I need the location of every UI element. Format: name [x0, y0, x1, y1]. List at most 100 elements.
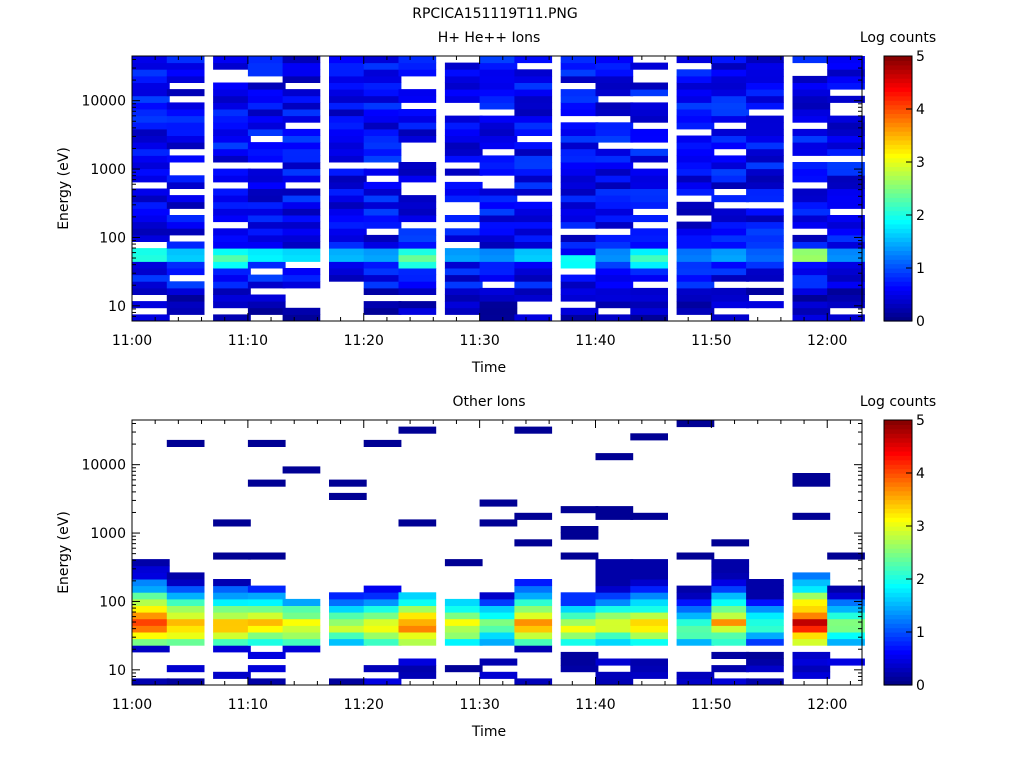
colorbar-swatch	[884, 587, 912, 593]
heatmap-cell	[479, 307, 518, 315]
heatmap-cell	[213, 294, 251, 302]
heatmap-cell	[363, 585, 402, 593]
heatmap-cell	[132, 122, 170, 130]
heatmap-cell	[444, 665, 483, 673]
heatmap-cell	[827, 625, 865, 633]
heatmap-cell	[560, 241, 599, 249]
heatmap-cell	[247, 128, 286, 136]
heatmap-cell	[595, 241, 634, 249]
heatmap-cell	[711, 75, 750, 83]
heatmap-cell	[166, 254, 205, 262]
heatmap-cell	[514, 254, 553, 262]
heatmap-cell	[479, 234, 518, 242]
heatmap-cell	[398, 115, 437, 123]
heatmap-cell	[676, 234, 715, 242]
heatmap-cell	[676, 221, 715, 229]
heatmap-cell	[514, 605, 553, 613]
heatmap-cell	[132, 215, 170, 223]
heatmap-cell	[792, 598, 831, 606]
heatmap-cell	[282, 195, 321, 203]
colorbar-swatch	[884, 290, 912, 296]
heatmap-cell	[560, 526, 599, 534]
heatmap-cell	[560, 532, 599, 540]
x-axis-label: Time	[471, 724, 506, 740]
heatmap-cell	[746, 162, 784, 170]
heatmap-cell	[792, 287, 831, 295]
heatmap-cell	[711, 678, 750, 686]
heatmap-cell	[595, 181, 634, 189]
heatmap-cell	[166, 175, 205, 183]
heatmap-cell	[213, 592, 251, 600]
heatmap-cell	[479, 142, 518, 150]
colorbar-swatch	[884, 113, 912, 119]
heatmap-cell	[282, 175, 321, 183]
heatmap-cell	[132, 638, 170, 646]
heatmap-cell	[792, 585, 831, 593]
colorbar-swatch	[884, 662, 912, 668]
heatmap-cell	[827, 605, 865, 613]
heatmap-cell	[560, 142, 599, 150]
heatmap-cell	[630, 181, 668, 189]
colorbar-swatch	[884, 148, 912, 154]
heatmap-cell	[560, 287, 599, 295]
heatmap-cell	[213, 254, 251, 262]
heatmap-cell	[444, 268, 483, 276]
heatmap-cell	[213, 115, 251, 123]
heatmap-cell	[630, 605, 668, 613]
heatmap-cell	[132, 572, 170, 580]
heatmap-cell	[132, 208, 170, 216]
colorbar-swatch	[884, 658, 912, 664]
heatmap-cell	[595, 248, 634, 256]
heatmap-cell	[827, 175, 865, 183]
heatmap-cell	[676, 155, 715, 163]
heatmap-cell	[247, 678, 286, 686]
heatmap-cell	[363, 268, 402, 276]
heatmap-cell	[444, 638, 483, 646]
heatmap-cell	[247, 195, 286, 203]
heatmap-cell	[676, 148, 715, 156]
heatmap-cell	[630, 155, 668, 163]
heatmap-cell	[363, 261, 402, 269]
heatmap-cell	[132, 585, 170, 593]
heatmap-cell	[132, 254, 170, 262]
heatmap-cell	[444, 301, 483, 309]
heatmap-cell	[444, 254, 483, 262]
heatmap-cell	[329, 148, 367, 156]
heatmap-cell	[792, 301, 831, 309]
heatmap-cell	[514, 426, 553, 434]
heatmap-cell	[595, 128, 634, 136]
heatmap-cell	[630, 62, 668, 70]
heatmap-cell	[827, 135, 865, 143]
heatmap-cell	[711, 592, 750, 600]
heatmap-cell	[711, 89, 750, 97]
colorbar-swatch	[884, 618, 912, 624]
heatmap-cell	[363, 307, 402, 315]
heatmap-cell	[792, 572, 831, 580]
heatmap-cell	[595, 109, 634, 117]
colorbar-swatch	[884, 60, 912, 66]
heatmap-cell	[213, 142, 251, 150]
heatmap-cell	[630, 274, 668, 282]
heatmap-cell	[132, 565, 170, 573]
heatmap-cell	[282, 228, 321, 236]
heatmap-cell	[398, 254, 437, 262]
heatmap-cell	[329, 618, 367, 626]
heatmap-cell	[479, 89, 518, 97]
heatmap-cell	[213, 671, 251, 679]
heatmap-cell	[132, 109, 170, 117]
heatmap-cell	[213, 261, 251, 269]
heatmap-cell	[247, 294, 286, 302]
colorbar-swatch	[884, 223, 912, 229]
colorbar-swatch	[884, 228, 912, 234]
heatmap-cell	[479, 95, 518, 103]
heatmap-cell	[560, 75, 599, 83]
colorbar-swatch	[884, 175, 912, 181]
heatmap-cell	[746, 221, 784, 229]
heatmap-cell	[827, 148, 865, 156]
heatmap-cell	[247, 155, 286, 163]
heatmap-cell	[213, 128, 251, 136]
heatmap-cell	[444, 62, 483, 70]
heatmap-cell	[398, 274, 437, 282]
heatmap-cell	[676, 254, 715, 262]
